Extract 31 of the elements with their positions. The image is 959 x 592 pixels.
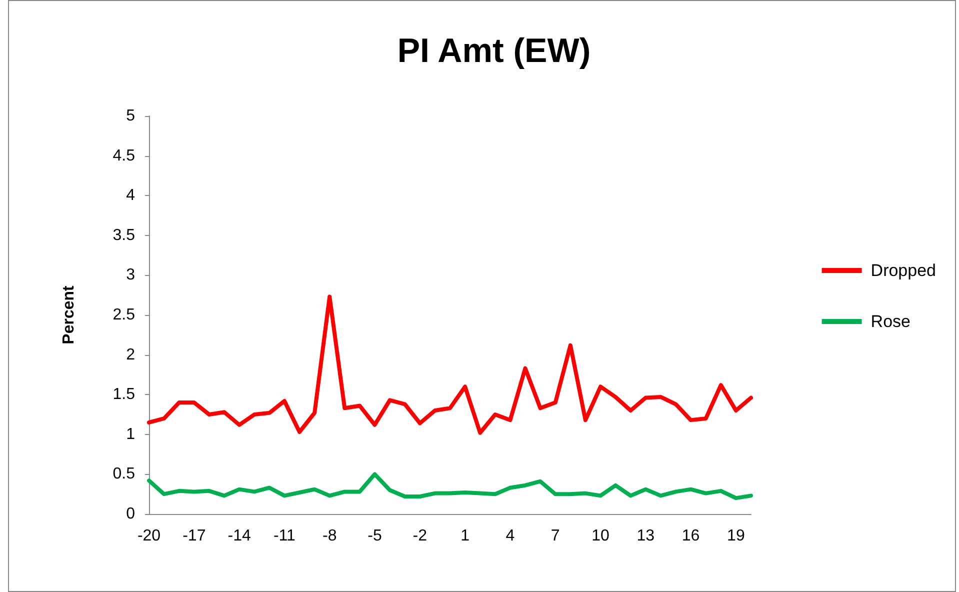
y-tick-label: 2.5 [112,306,136,324]
y-tick-label: 0 [126,506,136,522]
legend-label: Dropped [870,261,936,280]
x-tick-label: -5 [368,528,382,544]
y-tick-label: 3.5 [112,226,136,244]
x-tick-label: -17 [182,528,206,544]
x-tick-label: 19 [727,528,745,544]
x-tick-label: -11 [273,528,296,544]
x-tick-label: 16 [682,528,700,544]
y-tick-label: 0.5 [112,466,136,483]
x-tick-label: 1 [460,528,470,544]
y-tick-label: 3 [126,266,136,284]
x-tick-label: 10 [592,528,610,544]
x-tick-label: 4 [506,528,515,544]
x-tick-label: 13 [636,528,655,544]
chart-title: PI Amt (EW) [397,32,591,70]
x-tick-label: -2 [412,528,428,544]
x-tick-label: -14 [228,528,251,544]
y-tick-label: 1 [126,426,136,443]
x-tick-label: -8 [322,528,337,544]
x-tick-label: -20 [137,528,161,544]
y-axis-title: Percent [60,284,78,344]
legend-label: Rose [870,312,910,331]
y-tick-label: 4.5 [112,147,136,164]
line-series [147,294,753,435]
y-tick-label: 1.5 [112,386,136,404]
x-tick-label: 7 [550,528,560,544]
y-tick-label: 2 [126,346,136,364]
y-tick-label: 4 [126,187,136,204]
line-series [147,472,753,500]
y-tick-label: 5 [126,108,136,124]
